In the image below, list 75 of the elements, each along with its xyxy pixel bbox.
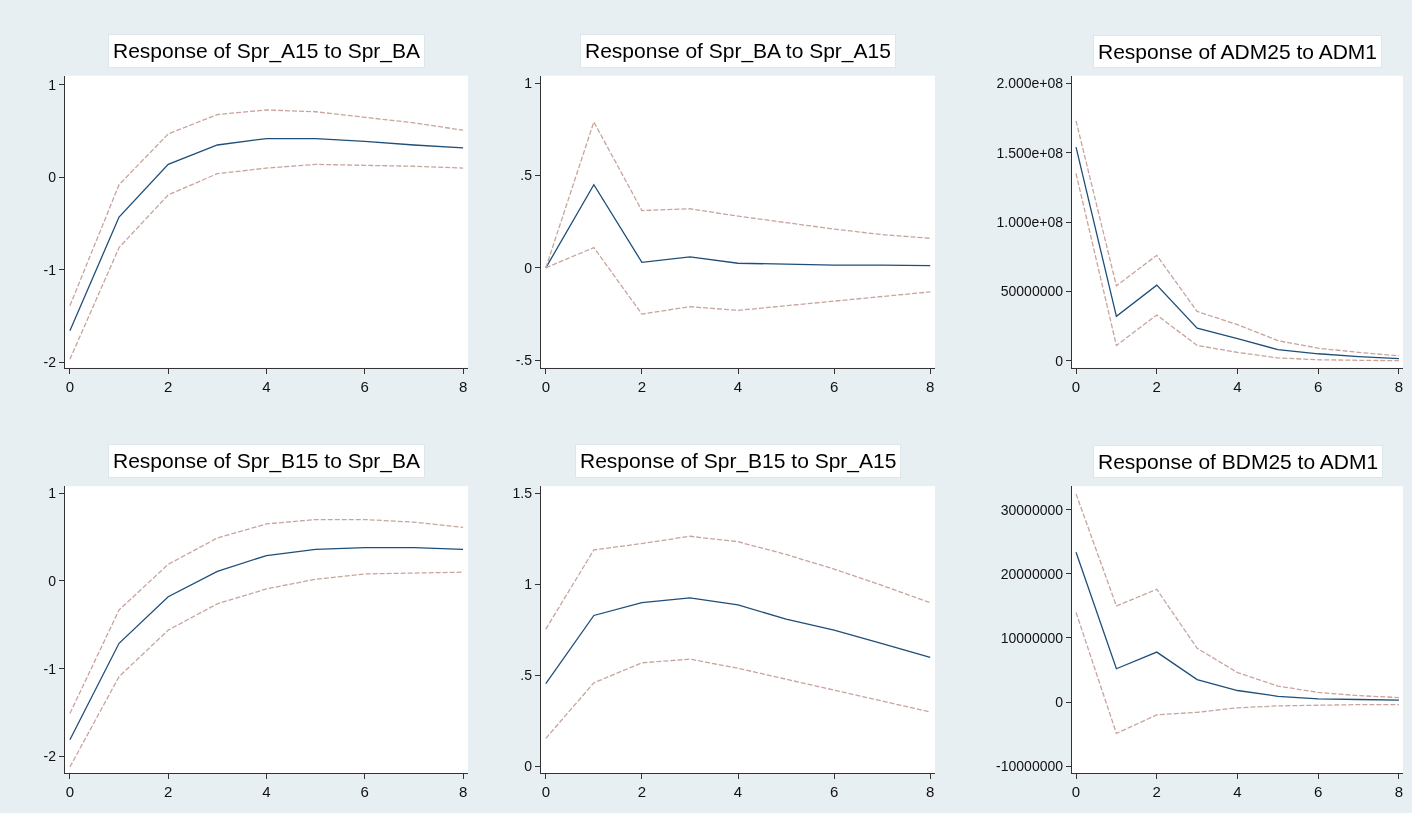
chart-title: Response of Spr_BA to Spr_A15 [585,39,891,63]
y-tick-label: 10000000 [1000,629,1064,646]
x-tick-label: 4 [262,783,271,801]
y-tick-label: 20000000 [1000,565,1064,582]
y-tick-label: 0 [1055,693,1064,710]
x-tick-label: 2 [637,377,647,395]
chart-title: Response of Spr_B15 to Spr_A15 [580,449,897,473]
x-tick-label: 6 [360,783,369,801]
x-tick-label: 0 [541,377,550,395]
x-tick-label: 6 [829,377,839,395]
y-tick-label: -.5 [515,352,533,369]
y-tick-label: 1 [524,576,533,593]
y-tick-label: 1 [524,75,533,92]
y-tick-label: 1 [48,485,57,502]
y-tick-label: 50000000 [1000,283,1064,300]
y-tick-label: .5 [520,667,533,684]
x-tick-label: 6 [360,377,369,395]
x-tick-label: 8 [1394,783,1404,801]
x-tick-label: 8 [1394,377,1404,395]
x-tick-label: 4 [262,377,271,395]
line-series [69,546,464,741]
line-series [69,163,464,360]
x-tick-label: 2 [1152,377,1161,395]
line-series [69,518,464,715]
x-tick-label: 2 [1152,783,1161,801]
y-tick-label: 0 [524,259,533,276]
y-tick-label: -10000000 [996,757,1064,774]
x-tick-label: 2 [164,377,173,395]
y-tick-label: 30000000 [1000,501,1064,518]
x-tick-label: 6 [829,783,839,801]
chart-title: Response of ADM25 to ADM1 [1098,40,1377,63]
x-tick-label: 6 [1314,783,1323,801]
y-tick-label: 0 [1055,352,1064,369]
x-tick-label: 2 [164,783,173,801]
line-series [545,658,931,740]
x-tick-label: 8 [458,783,468,801]
chart-title: Response of BDM25 to ADM1 [1098,450,1379,473]
line-series [1075,493,1400,699]
x-tick-label: 8 [926,377,935,395]
y-tick-label: .5 [520,167,533,184]
line-series [69,571,464,768]
x-tick-label: 0 [65,377,75,395]
line-series [1075,611,1400,735]
x-tick-label: 4 [733,377,743,395]
y-tick-label: 1.5 [512,485,533,502]
y-tick-label: 0 [524,758,533,775]
y-tick-label: -1 [43,660,57,677]
y-tick-label: -1 [43,261,57,278]
x-tick-label: 8 [926,783,935,801]
x-tick-label: 4 [1233,783,1242,801]
line-series [545,184,931,269]
line-series [545,535,931,630]
x-tick-label: 8 [458,377,468,395]
x-tick-label: 0 [65,783,75,801]
x-tick-label: 0 [1071,783,1081,801]
line-series [69,137,464,332]
x-tick-label: 0 [541,783,550,801]
y-tick-label: 0 [48,572,57,589]
y-tick-label: -2 [43,354,57,370]
line-series [545,597,931,685]
line-series [69,109,464,307]
chart-title: Response of Spr_A15 to Spr_BA [113,39,421,63]
y-tick-label: 1 [48,76,57,93]
x-tick-label: 6 [1314,377,1323,395]
x-tick-label: 2 [637,783,647,801]
x-tick-label: 0 [1071,377,1081,395]
y-tick-label: 1.500e+08 [996,144,1064,161]
line-series [1075,551,1400,701]
y-tick-label: 1.000e+08 [996,213,1064,230]
y-tick-label: -2 [43,748,57,765]
chart-title: Response of Spr_B15 to Spr_BA [113,449,421,473]
x-tick-label: 4 [733,783,743,801]
x-tick-label: 4 [1233,377,1242,395]
y-tick-label: 2.000e+08 [996,75,1064,92]
y-tick-label: 0 [48,169,57,186]
